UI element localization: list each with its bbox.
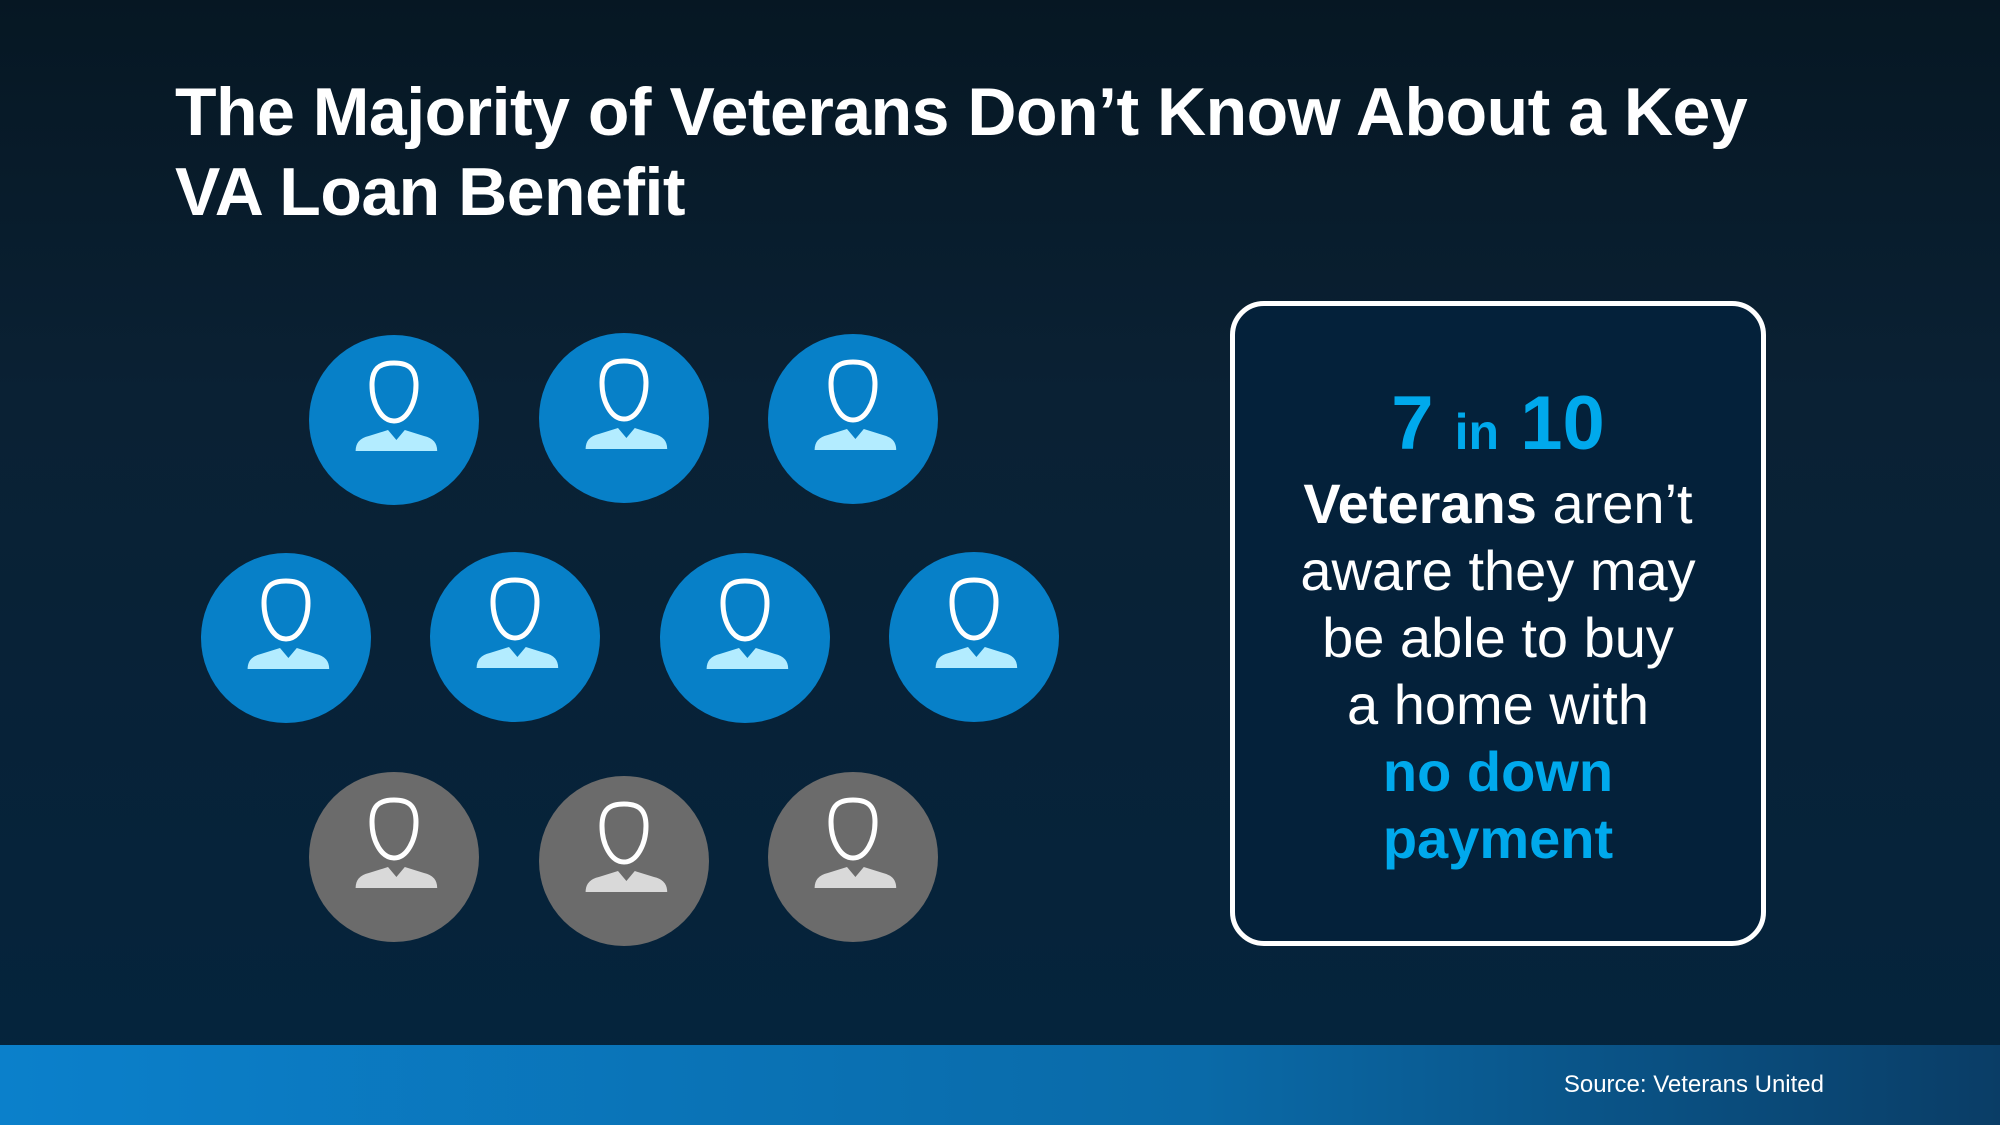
bold-word: Veterans <box>1303 472 1537 535</box>
person-icon <box>889 552 1059 722</box>
person-icon <box>539 776 709 946</box>
stat-number: 7 <box>1391 381 1434 466</box>
person-icon <box>430 552 600 722</box>
footer-bar: Source: Veterans United <box>0 1045 2000 1125</box>
source-text: Source: Veterans United <box>1563 1071 1824 1098</box>
stat-description: Veterans aren’t aware they may be able t… <box>1235 470 1761 872</box>
line4: a home with <box>1347 673 1649 736</box>
person-icon <box>539 333 709 503</box>
line2: aware they may <box>1300 539 1696 602</box>
stat-callout-box: 7 in 10 Veterans aren’t aware they may b… <box>1230 301 1766 946</box>
highlight-line2: payment <box>1382 807 1614 870</box>
person-icon <box>309 335 479 505</box>
person-icon <box>309 772 479 942</box>
person-icon <box>201 553 371 723</box>
page-title: The Majority of Veterans Don’t Know Abou… <box>175 74 1748 230</box>
line1-rest: aren’t <box>1536 472 1693 535</box>
stat-headline: 7 in 10 <box>1235 384 1761 472</box>
highlight-line1: no down <box>1382 740 1614 803</box>
person-icon <box>768 772 938 942</box>
person-icon <box>660 553 830 723</box>
stat-total: 10 <box>1520 381 1605 466</box>
stat-in: in <box>1454 404 1500 460</box>
person-icon <box>768 334 938 504</box>
line3: be able to buy <box>1322 606 1674 669</box>
